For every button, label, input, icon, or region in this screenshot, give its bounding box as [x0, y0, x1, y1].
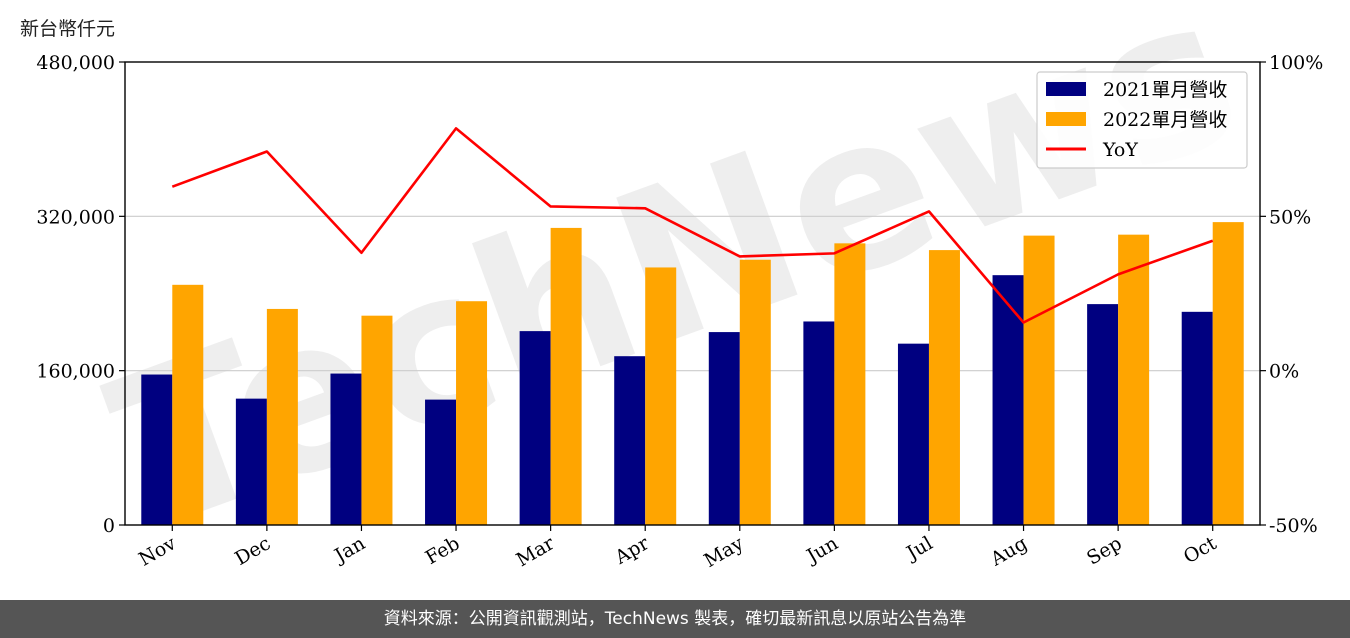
bar-2021 — [141, 374, 173, 525]
x-tick-label: Sep — [1083, 532, 1126, 569]
x-tick-label: Oct — [1180, 532, 1221, 568]
x-tick-label: Mar — [513, 532, 559, 571]
legend-item-2021-swatch — [1046, 82, 1086, 96]
grid-lines — [125, 215, 1260, 372]
yoy-line-group — [171, 127, 1214, 324]
legend-item-2021-label: 2021單月營收 — [1103, 79, 1227, 101]
x-tick-label: Feb — [422, 532, 464, 569]
bar-2021 — [992, 275, 1024, 525]
bar-2022 — [550, 227, 582, 526]
x-tick-label: Jan — [329, 532, 369, 568]
bar-2022 — [1118, 234, 1150, 526]
y2-tick-label: 0% — [1269, 361, 1299, 383]
y2-tick-label: 100% — [1269, 52, 1323, 74]
legend-box — [1036, 71, 1248, 169]
x-tick-label: Aug — [986, 532, 1031, 571]
bar-2022 — [456, 301, 488, 525]
bar-2021 — [614, 356, 646, 525]
source-footer: 資料來源：公開資訊觀測站，TechNews 製表，確切最新訊息以原站公告為準 — [0, 600, 1350, 638]
bars — [141, 222, 1244, 526]
bar-2021 — [897, 343, 929, 525]
y-axis-unit-label: 新台幣仟元 — [20, 18, 116, 40]
legend-item-2022-label: 2022單月營收 — [1103, 109, 1227, 131]
y2-tick-label: 50% — [1269, 206, 1311, 228]
x-tick-label: May — [700, 532, 747, 572]
y-tick-label: 320,000 — [36, 206, 115, 228]
yoy-line — [171, 127, 1214, 324]
y2-tick-label: -50% — [1269, 515, 1318, 537]
bar-2022 — [172, 284, 204, 525]
legend-item-yoy-label: YoY — [1102, 139, 1138, 161]
revenue-chart: TechNews 0160,000320,000480,000-50%0%50%… — [36, 0, 1323, 577]
bar-2022 — [361, 315, 393, 525]
x-tick-label: Apr — [611, 532, 654, 569]
bar-2021 — [1087, 304, 1119, 525]
legend-item-2022-swatch — [1046, 112, 1086, 126]
bar-2021 — [803, 321, 835, 525]
x-tick-label: Jun — [801, 532, 842, 568]
plot-frame — [124, 61, 1261, 526]
bar-2021 — [425, 399, 457, 525]
bar-2022 — [834, 243, 866, 525]
bar-2021 — [1181, 311, 1213, 525]
x-tick-label: Jul — [901, 532, 936, 565]
bar-2021 — [708, 332, 740, 525]
y-tick-label: 480,000 — [36, 52, 115, 74]
bar-2021 — [330, 373, 362, 525]
bar-2022 — [1023, 235, 1055, 525]
bar-2022 — [928, 250, 960, 525]
bar-2021 — [519, 331, 551, 525]
bar-2022 — [645, 267, 677, 525]
y-tick-label: 0 — [103, 515, 115, 537]
y-tick-label: 160,000 — [36, 361, 115, 383]
bar-2022 — [739, 259, 771, 525]
legend: 2021單月營收 2022單月營收 YoY — [1036, 71, 1248, 169]
bar-2021 — [235, 398, 267, 525]
bar-2022 — [266, 308, 298, 525]
bar-2022 — [1212, 222, 1244, 525]
